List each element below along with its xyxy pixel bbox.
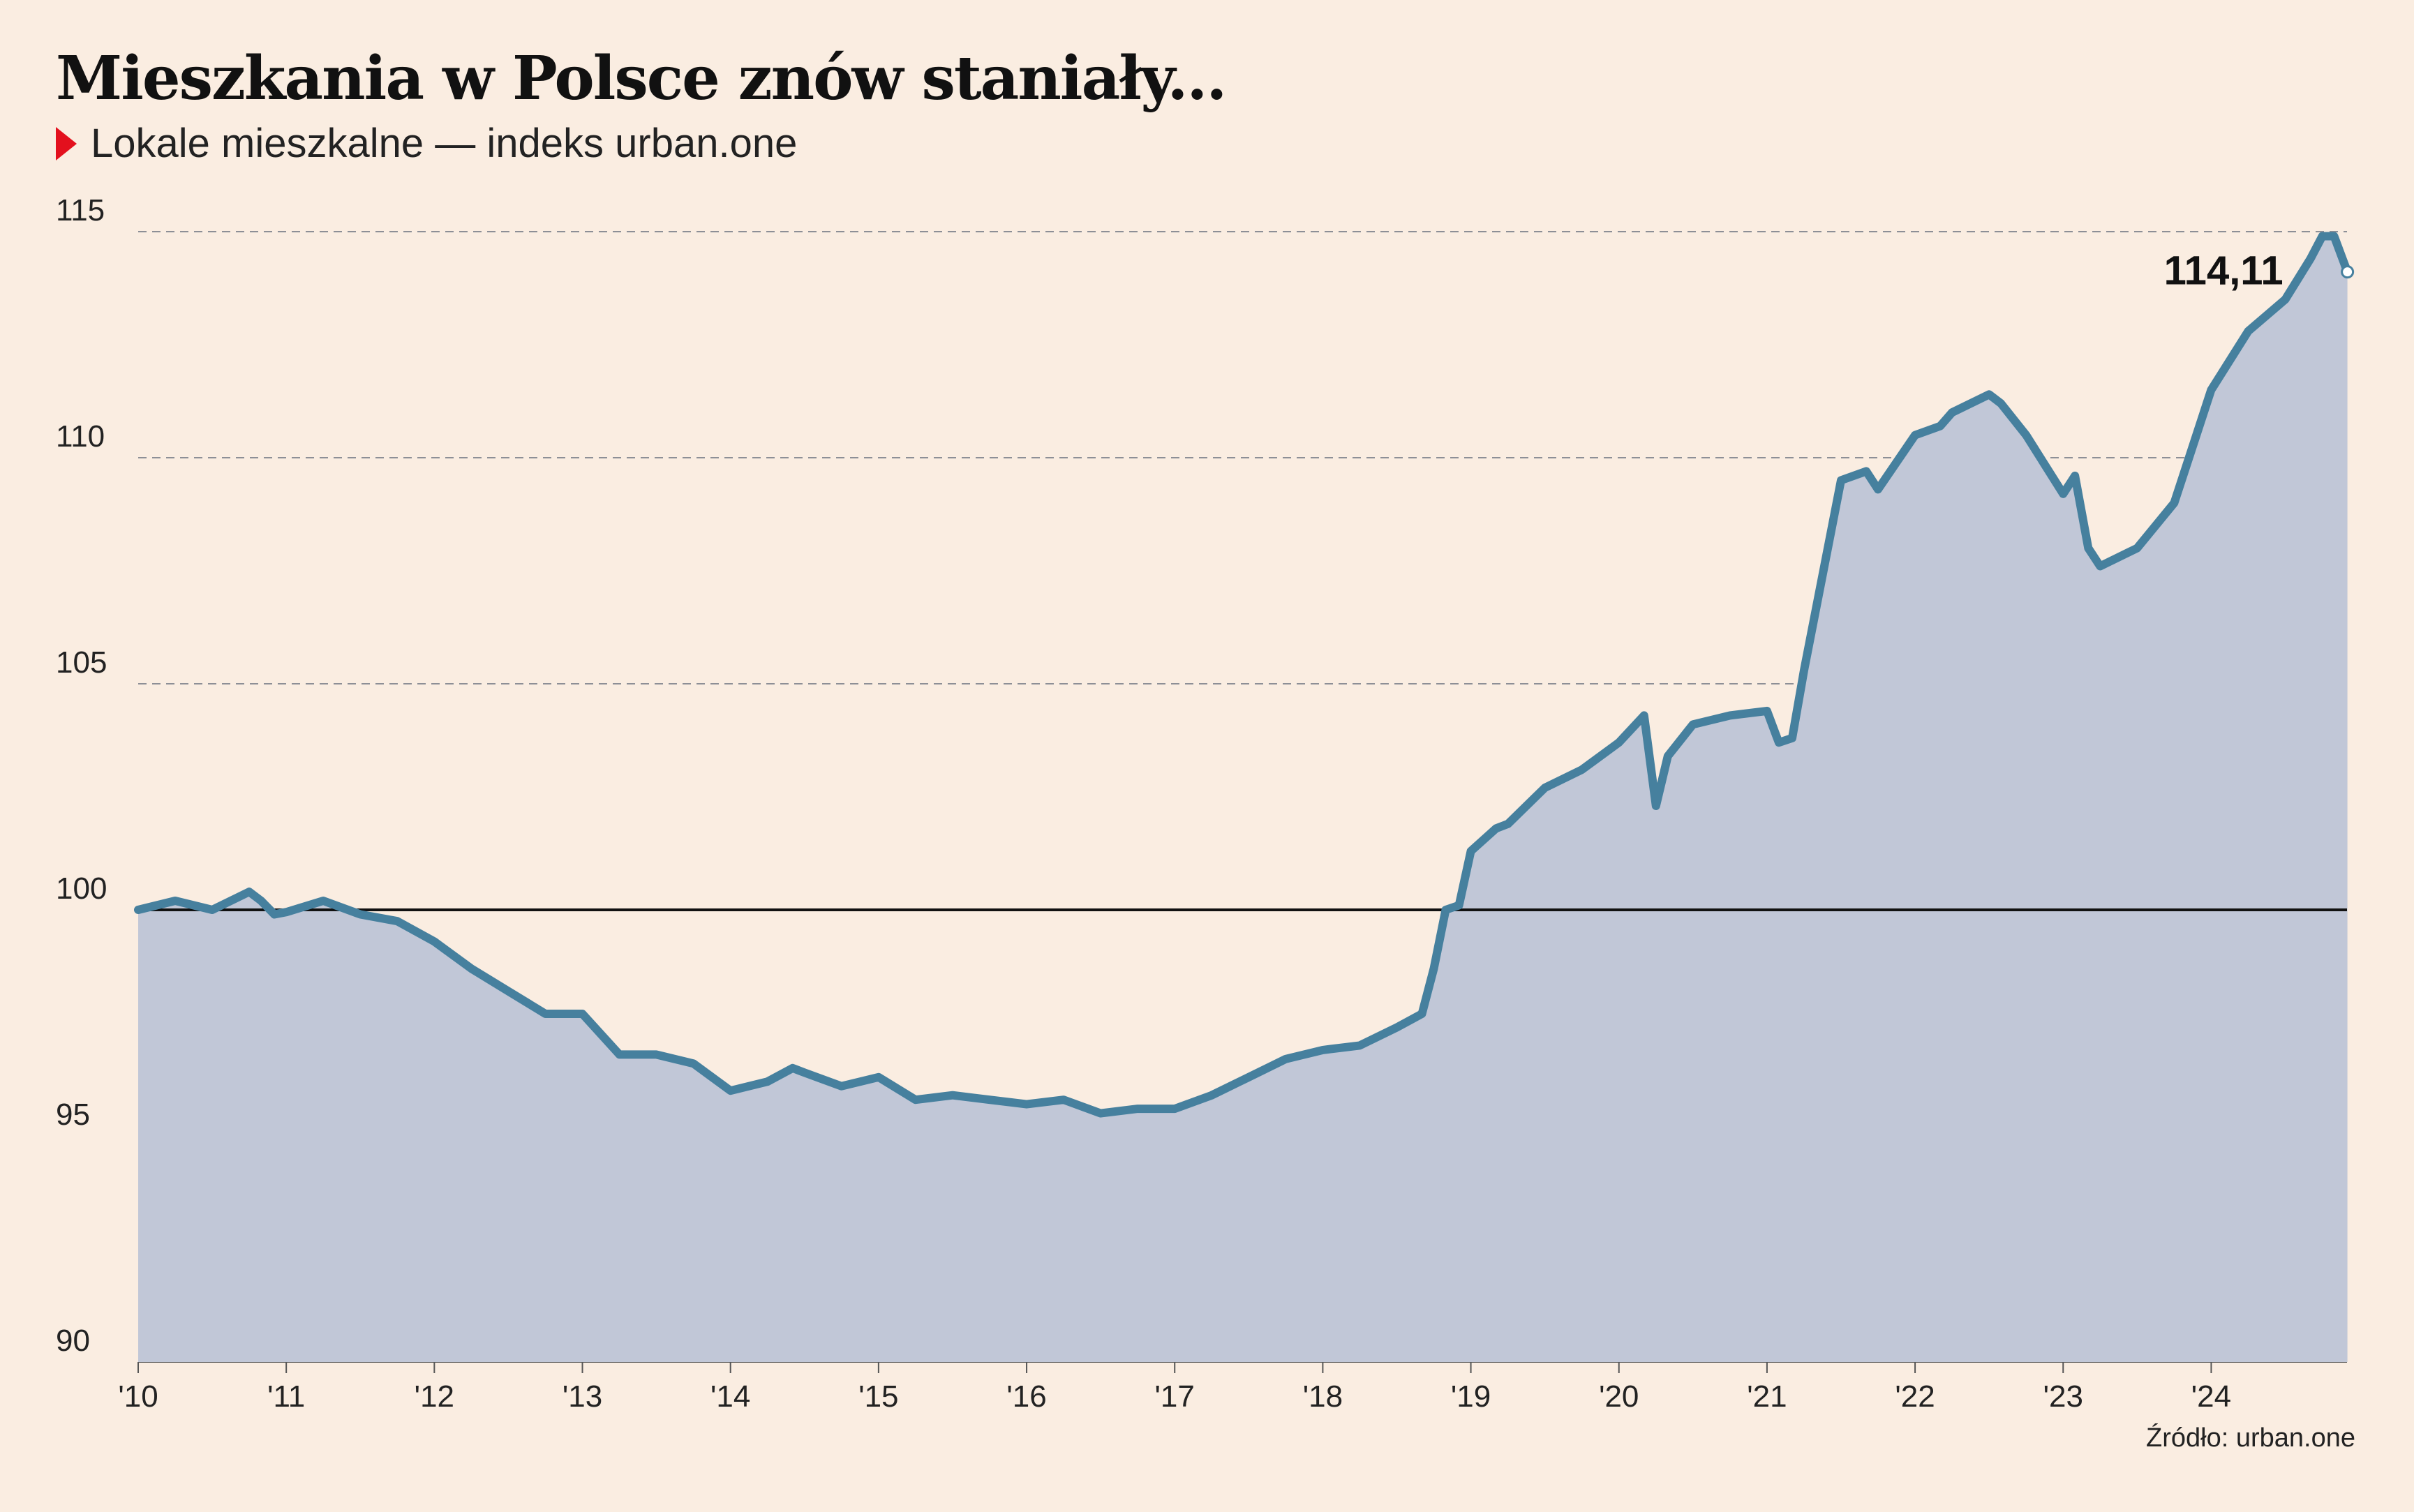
x-tick-label: '21 <box>1747 1379 1787 1414</box>
y-tick-label: 95 <box>56 1098 90 1132</box>
source-note: Źródło: urban.one <box>2146 1423 2355 1453</box>
annotations: 114,11 <box>2164 248 2355 294</box>
x-tick-label: '16 <box>1006 1379 1046 1414</box>
x-tick-label: '11 <box>267 1379 305 1414</box>
chart-title: Mieszkania w Polsce znów staniały... <box>56 43 1227 114</box>
y-tick-label: 100 <box>56 871 107 906</box>
last-value-label: 114,11 <box>2164 248 2283 294</box>
last-value-point <box>2341 265 2355 279</box>
area-layer <box>138 236 2348 1362</box>
y-axis-ticks: 90 95 100 105 110 115 <box>56 193 107 1358</box>
line-layer <box>134 232 2352 1118</box>
x-tick-label: '17 <box>1155 1379 1195 1414</box>
play-triangle-icon <box>56 126 77 160</box>
x-tick-label: '22 <box>1895 1379 1935 1414</box>
y-tick-label: 105 <box>56 645 107 680</box>
series-line <box>134 232 2352 1118</box>
x-tick-label: '19 <box>1451 1379 1491 1414</box>
x-tick-label: '23 <box>2043 1379 2083 1414</box>
x-axis-ticks: '10 '11 '12 '13 '14 '15 '16 '17 '18 '19 '20 '21 '22 '… <box>118 1362 2231 1414</box>
x-tick-label: '20 <box>1599 1379 1639 1414</box>
x-tick-label: '14 <box>710 1379 750 1414</box>
y-tick-label: 110 <box>56 419 105 454</box>
x-tick-label: '12 <box>415 1379 454 1414</box>
chart-subtitle: Lokale mieszkalne — indeks urban.one <box>56 120 797 167</box>
series-area <box>138 236 2348 1362</box>
x-tick-label: '18 <box>1303 1379 1343 1414</box>
subtitle-text: Lokale mieszkalne — indeks urban.one <box>91 121 798 166</box>
x-tick-label: '15 <box>858 1379 898 1414</box>
y-tick-label: 90 <box>56 1324 90 1358</box>
x-tick-label: '13 <box>562 1379 602 1414</box>
x-tick-label: '24 <box>2191 1379 2231 1414</box>
x-tick-label: '10 <box>118 1379 158 1414</box>
y-tick-label: 115 <box>56 193 105 227</box>
